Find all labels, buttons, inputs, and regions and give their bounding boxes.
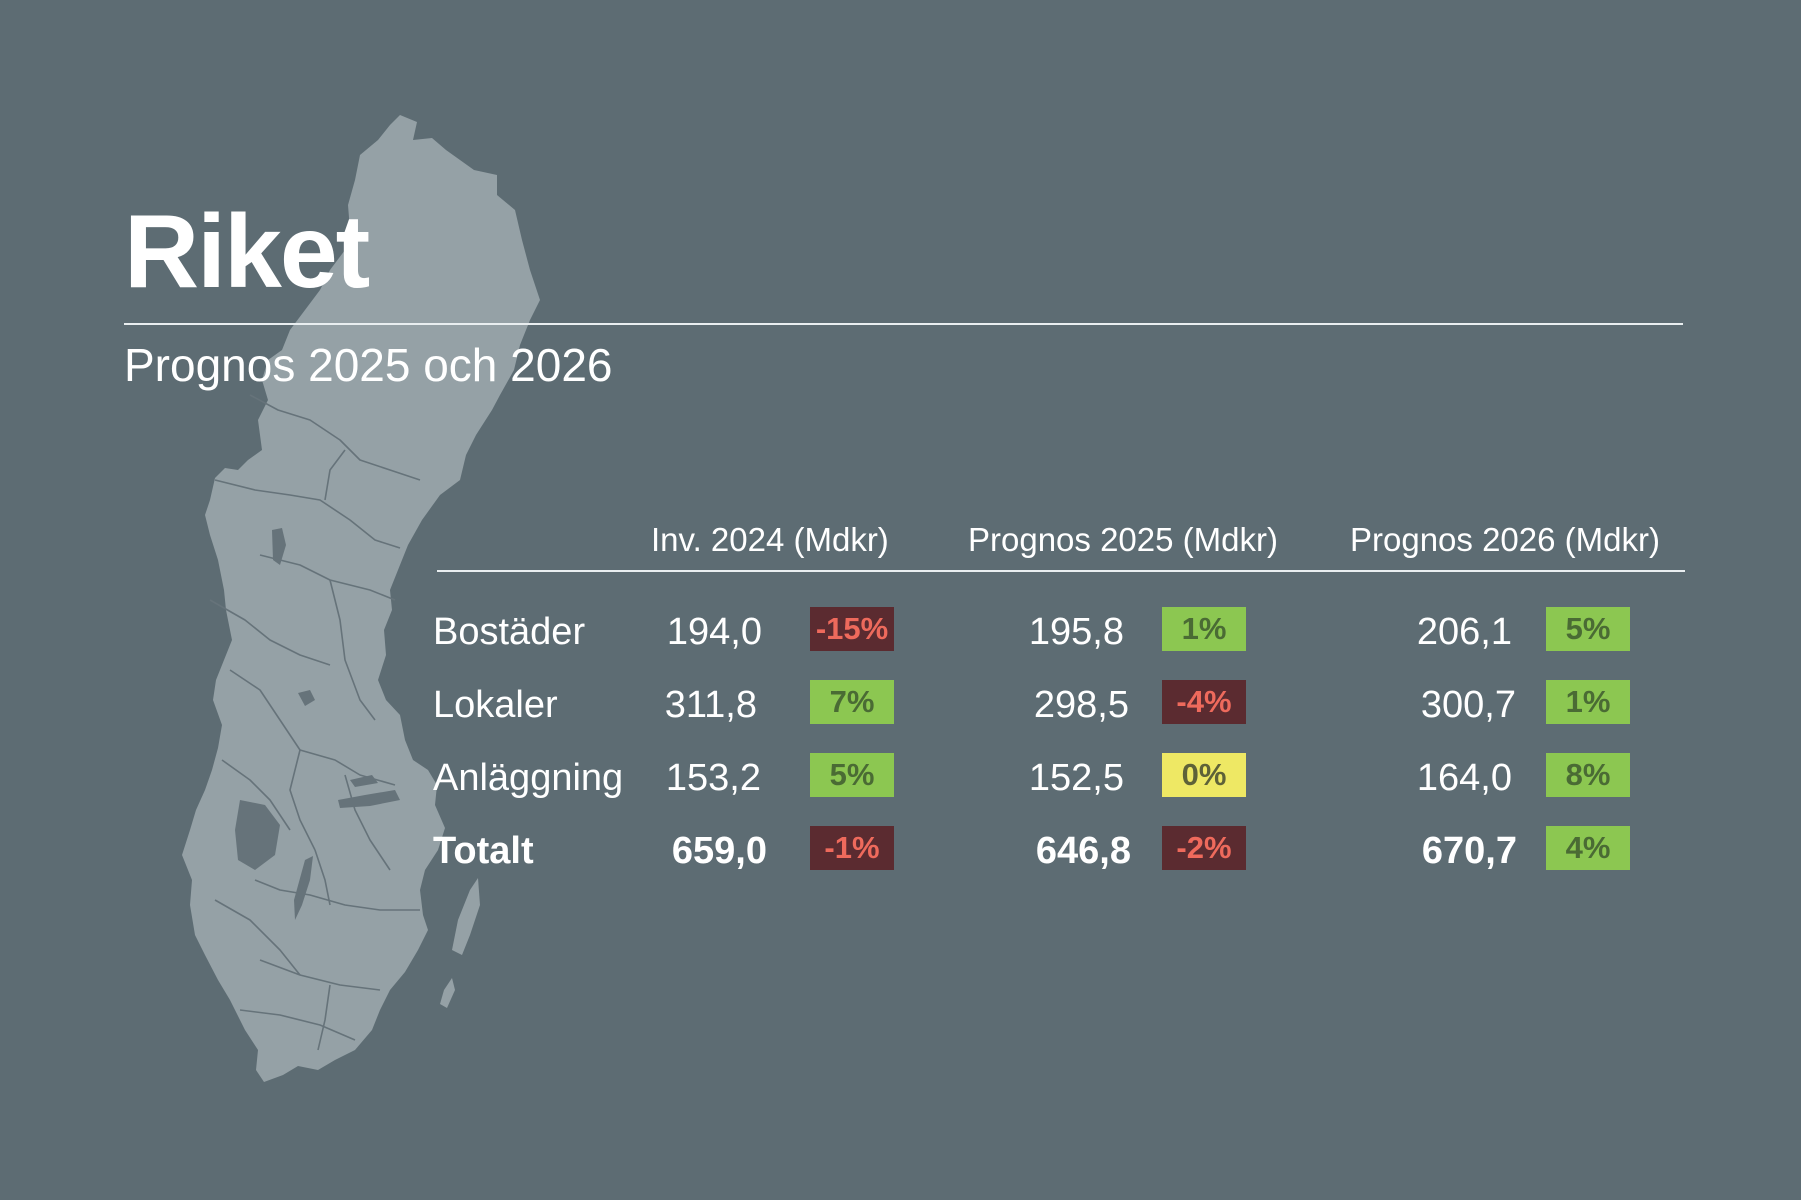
table-row-total: Totalt 659,0 -1% 646,8 -2% 670,7 4% (0, 826, 1801, 886)
title-divider (124, 323, 1683, 325)
prognos-2025-change-badge: 1% (1162, 607, 1246, 651)
inv-2024-change-badge: 5% (810, 753, 894, 797)
inv-2024-change-badge: 7% (810, 680, 894, 724)
row-label: Anläggning (433, 757, 624, 799)
prognos-2025-change-badge: -2% (1162, 826, 1246, 870)
prognos-2026-change-badge: 8% (1546, 753, 1630, 797)
row-label: Bostäder (433, 611, 586, 653)
page-title: Riket (124, 194, 370, 310)
row-label: Totalt (433, 830, 534, 872)
column-header-inv-2024: Inv. 2024 (Mdkr) (651, 521, 889, 558)
table-row: Bostäder 194,0 -15% 195,8 1% 206,1 5% (0, 607, 1801, 667)
inv-2024-value: 153,2 (665, 757, 761, 799)
inv-2024-value: 659,0 (671, 830, 767, 872)
prognos-2026-value: 206,1 (1416, 611, 1512, 653)
prognos-2025-value: 298,5 (1033, 684, 1129, 726)
prognos-2026-change-badge: 1% (1546, 680, 1630, 724)
inv-2024-value: 311,8 (664, 684, 757, 726)
prognos-2025-change-badge: 0% (1162, 753, 1246, 797)
column-header-prognos-2026: Prognos 2026 (Mdkr) (1350, 521, 1660, 558)
inv-2024-change-badge: -1% (810, 826, 894, 870)
prognos-2026-value: 164,0 (1416, 757, 1512, 799)
table-row: Anläggning 153,2 5% 152,5 0% 164,0 8% (0, 753, 1801, 813)
prognos-2025-change-badge: -4% (1162, 680, 1246, 724)
header-divider (437, 570, 1685, 572)
row-label: Lokaler (433, 684, 558, 726)
page-subtitle: Prognos 2025 och 2026 (124, 339, 613, 391)
inv-2024-change-badge: -15% (810, 607, 894, 651)
column-header-prognos-2025: Prognos 2025 (Mdkr) (968, 521, 1278, 558)
inv-2024-value: 194,0 (666, 611, 762, 653)
prognos-2026-change-badge: 5% (1546, 607, 1630, 651)
prognos-2025-value: 152,5 (1028, 757, 1124, 799)
prognos-2025-value: 195,8 (1028, 611, 1124, 653)
prognos-2026-value: 670,7 (1421, 830, 1517, 872)
prognos-2026-change-badge: 4% (1546, 826, 1630, 870)
prognos-2026-value: 300,7 (1420, 684, 1516, 726)
prognos-2025-value: 646,8 (1035, 830, 1131, 872)
table-row: Lokaler 311,8 7% 298,5 -4% 300,7 1% (0, 680, 1801, 740)
